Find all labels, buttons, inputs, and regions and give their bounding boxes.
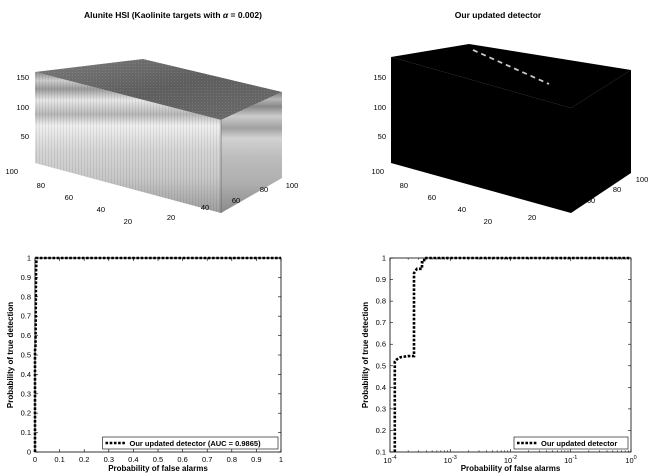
- y-tick-label: 0: [27, 448, 31, 457]
- y-tick-label: 0.5: [21, 351, 31, 360]
- y-axis-label: Probability of true detection: [6, 302, 15, 408]
- x-tick-label: 20: [528, 213, 536, 222]
- x-tick-label: 0.4: [128, 455, 138, 464]
- x-tick-label: 10-4: [383, 455, 396, 465]
- roc-curve: [33, 256, 281, 452]
- x-axis-label: Probability of false alarms: [108, 464, 208, 473]
- y-tick-label: 0.2: [21, 409, 31, 418]
- y-tick-label: 0.9: [21, 273, 31, 282]
- y-tick-label: 0.5: [376, 361, 386, 370]
- y-tick-label: 0.1: [21, 428, 31, 437]
- y-tick-label: 0.9: [376, 275, 386, 284]
- y-tick-label: 0.7: [21, 312, 31, 321]
- legend-box: [102, 436, 279, 450]
- x-tick-label: 80: [613, 185, 621, 194]
- x-tick-label: 10-2: [504, 455, 517, 465]
- y-tick-label: 60: [428, 193, 436, 202]
- roc-curve: [393, 256, 631, 452]
- cube-ticks-alunite: 150 100 50 100 80 60 40 20 20 40 60 80 1…: [5, 73, 298, 226]
- detector-cube-top: [391, 44, 631, 108]
- x-tick-label: 80: [260, 185, 268, 194]
- x-tick-label: 100: [636, 175, 649, 184]
- detected-targets: [472, 49, 550, 85]
- z-tick-label: 100: [373, 103, 386, 112]
- z-tick-label: 50: [378, 132, 386, 141]
- y-tick-label: 100: [5, 167, 18, 176]
- cube-title-alunite: Alunite HSI (Kaolinite targets with α = …: [84, 10, 262, 20]
- detector-cube-left: [391, 57, 571, 213]
- y-tick-label: 1: [27, 254, 31, 263]
- y-tick-label: 0.6: [376, 340, 386, 349]
- y-tick-label: 0.2: [376, 426, 386, 435]
- z-tick-label: 50: [21, 132, 29, 141]
- detector-cube-right: [571, 70, 631, 213]
- z-tick-label: 100: [16, 103, 29, 112]
- cube-panel-alunite: Alunite HSI (Kaolinite targets with α = …: [5, 10, 298, 226]
- y-tick-label: 0.1: [376, 448, 386, 457]
- y-tick-label: 0.4: [21, 370, 31, 379]
- cube-panel-detector: Our updated detector 150 100 50 100 80 6…: [371, 10, 648, 226]
- x-tick-label: 0.9: [251, 455, 261, 464]
- x-tick-label: 10-3: [444, 455, 457, 465]
- cube-top-texture: [35, 59, 282, 120]
- roc-plot-linear: 0 0.1 0.2 0.3 0.4 0.5 0.6 0.7 0.8 0.9 1 0 0.1 0.2 0.3 0…: [6, 254, 283, 474]
- x-tick-label: 0: [33, 455, 37, 464]
- x-tick-label: 10-1: [564, 455, 577, 465]
- legend-label: Our updated detector (AUC = 0.9865): [130, 439, 262, 448]
- x-tick-label: 0.1: [54, 455, 64, 464]
- cube-title-detector: Our updated detector: [455, 10, 542, 20]
- y-tick-label: 40: [97, 205, 105, 214]
- x-tick-label: 40: [201, 203, 209, 212]
- y-tick-label: 100: [371, 167, 384, 176]
- legend-label: Our updated detector: [541, 439, 617, 448]
- x-tick-label: 60: [587, 196, 595, 205]
- y-tick-label: 1: [382, 254, 386, 263]
- legend-box: [513, 436, 629, 450]
- y-axis-label: Probability of true detection: [361, 302, 370, 408]
- x-tick-label: 0.7: [202, 455, 212, 464]
- x-tick-label: 0.3: [104, 455, 114, 464]
- y-tick-label: 0.7: [376, 318, 386, 327]
- y-tick-label: 80: [37, 181, 45, 190]
- x-tick-label: 1: [279, 455, 283, 464]
- x-tick-label: 0.2: [79, 455, 89, 464]
- cube-right-face: [221, 92, 282, 213]
- y-tick-label: 0.8: [21, 292, 31, 301]
- x-tick-label: 60: [232, 196, 240, 205]
- y-tick-label: 0.8: [376, 297, 386, 306]
- y-tick-label: 40: [458, 205, 466, 214]
- z-tick-label: 150: [16, 73, 29, 82]
- x-tick-label: 100: [625, 455, 636, 465]
- cube-ticks-detector: 150 100 50 100 80 60 40 20 20 40 60 80 1…: [371, 73, 648, 226]
- roc-plot-log: 0.1 0.2 0.3 0.4 0.5 0.6 0.7 0.8 0.9 1 10-4 10-3 10-2…: [361, 254, 637, 474]
- y-tick-label: 0.4: [376, 383, 386, 392]
- y-tick-label: 0.3: [376, 404, 386, 413]
- y-tick-label: 20: [484, 217, 492, 226]
- y-tick-label: 80: [400, 181, 408, 190]
- x-tick-label: 100: [286, 181, 299, 190]
- y-tick-label: 0.3: [21, 389, 31, 398]
- x-tick-label: 0.5: [153, 455, 163, 464]
- cube-right-shade: [221, 92, 282, 213]
- x-tick-label: 0.8: [227, 455, 237, 464]
- x-axis-label: Probability of false alarms: [461, 464, 561, 473]
- x-tick-label: 0.6: [177, 455, 187, 464]
- y-tick-label: 60: [65, 193, 73, 202]
- y-tick-label: 0.6: [21, 331, 31, 340]
- z-tick-label: 150: [373, 73, 386, 82]
- plot-frame: [34, 257, 282, 453]
- cube-left-stripes: [35, 72, 221, 213]
- x-tick-label: 20: [167, 213, 175, 222]
- y-tick-label: 20: [124, 217, 132, 226]
- x-tick-label: 40: [558, 203, 566, 212]
- plot-frame: [389, 257, 632, 453]
